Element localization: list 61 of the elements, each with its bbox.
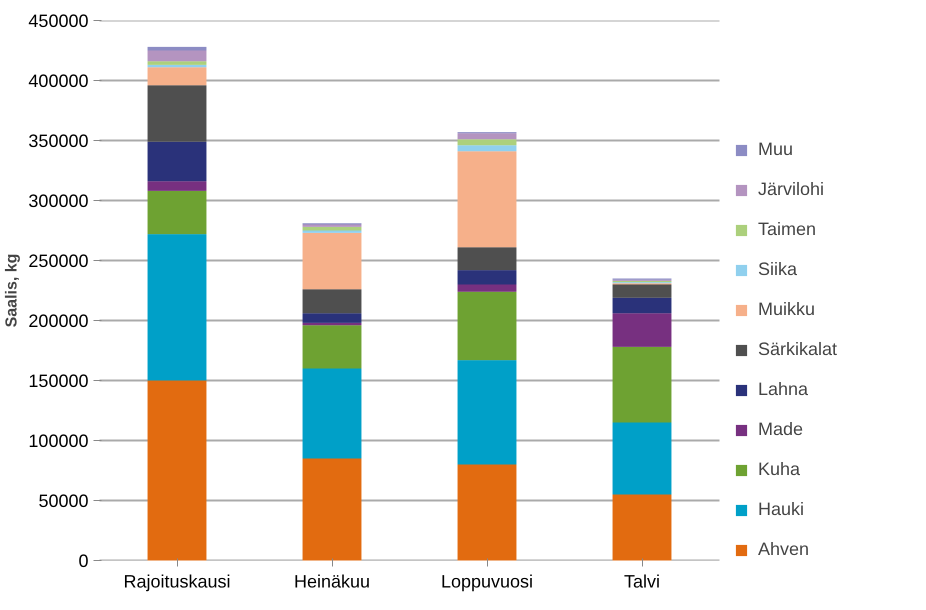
legend-label: Hauki [758, 499, 804, 520]
x-tick-label: Rajoituskausi [123, 572, 231, 592]
bar [458, 151, 516, 248]
bar [302, 368, 362, 458]
bar [302, 232, 362, 290]
y-tick-label: 250000 [28, 251, 89, 271]
y-tick-label: 0 [78, 551, 89, 571]
y-tick-label: 100000 [28, 431, 89, 451]
bar [148, 142, 206, 182]
legend-label: Ahven [758, 539, 810, 560]
y-tick-label: 200000 [28, 311, 89, 331]
bar [458, 145, 516, 152]
bar [302, 325, 362, 368]
bar [612, 494, 672, 560]
bar [458, 270, 516, 284]
bar [148, 61, 206, 65]
x-tick-label: Talvi [624, 572, 660, 592]
x-tick-label: Loppuvuosi [440, 572, 534, 592]
bar [458, 464, 516, 560]
legend-label: Muu [758, 139, 794, 160]
legend-label: Taimen [758, 219, 816, 240]
bar [148, 234, 206, 380]
legend-label: Lahna [758, 379, 808, 400]
bar [458, 284, 516, 292]
bar [302, 458, 362, 560]
y-tick-label: 450000 [28, 11, 89, 31]
bar [458, 360, 516, 464]
bar [148, 190, 206, 234]
bar [612, 284, 672, 298]
legend-label: Järvilohi [758, 179, 824, 200]
y-tick-label: 50000 [38, 491, 89, 511]
bar [148, 67, 206, 86]
y-tick-label: 150000 [28, 371, 89, 391]
bar [302, 313, 362, 323]
bar [458, 247, 516, 270]
bar [612, 313, 672, 347]
bar [612, 422, 672, 494]
bar [612, 298, 672, 314]
y-tick-label: 350000 [28, 131, 89, 151]
bar [302, 322, 362, 326]
legend-label: Särkikalat [758, 339, 838, 360]
bar [148, 380, 206, 560]
legend-label: Muikku [758, 299, 816, 320]
legend-label: Made [758, 419, 804, 440]
bar [148, 64, 206, 68]
bar [612, 346, 672, 422]
bar [302, 289, 362, 314]
bar [148, 85, 206, 142]
y-tick-label: 300000 [28, 191, 89, 211]
bar [148, 50, 206, 62]
bar [148, 46, 206, 50]
bar [148, 181, 206, 191]
legend-label: Kuha [758, 459, 800, 480]
x-tick-label: Heinäkuu [294, 572, 370, 592]
y-tick-label: 400000 [28, 71, 89, 91]
bar [302, 226, 362, 230]
bar [458, 139, 516, 146]
bar [458, 133, 516, 140]
y-axis-title: Saalis, kg [3, 254, 20, 328]
legend-label: Siika [758, 259, 798, 280]
bar [458, 292, 516, 360]
